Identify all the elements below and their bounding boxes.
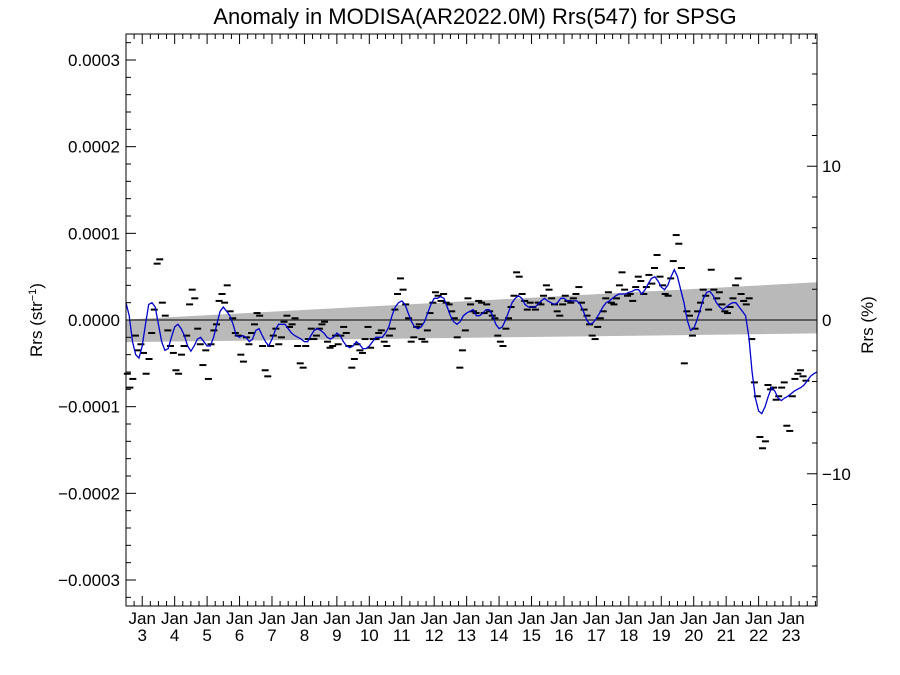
x-tick-year: 12 — [425, 626, 444, 645]
y-tick-label: 0.0001 — [68, 224, 120, 243]
y-tick-label: −0.0002 — [58, 484, 120, 503]
y-axis-right-title: Rrs (%) — [858, 296, 877, 354]
y-tick-label: 0.0003 — [68, 51, 120, 70]
y-tick-label: 0.0002 — [68, 138, 120, 157]
y-axis-left: 0.0003 0.0002 0.0001 0.0000 −0.0001 −0.0002 −0… — [58, 51, 120, 590]
x-tick-year: 4 — [170, 626, 179, 645]
x-tick-month: Jan — [420, 609, 447, 628]
y-tick-label: −0.0003 — [58, 571, 120, 590]
ticks-layer — [125, 34, 817, 606]
x-tick-year: 18 — [619, 626, 638, 645]
y2-tick-label: 10 — [822, 157, 841, 176]
x-tick-month: Jan — [550, 609, 577, 628]
x-tick-month: Jan — [453, 609, 480, 628]
x-tick-year: 21 — [717, 626, 736, 645]
x-tick-year: 23 — [782, 626, 801, 645]
x-tick-year: 6 — [235, 626, 244, 645]
y-axis-left-title-sup: −1 — [27, 289, 39, 302]
y-tick-label: −0.0001 — [58, 398, 120, 417]
x-tick-month: Jan — [129, 609, 156, 628]
x-tick-year: 14 — [490, 626, 509, 645]
y-axis-left-title-main: Rrs (str — [27, 301, 46, 357]
x-tick-month: Jan — [388, 609, 415, 628]
x-tick-month: Jan — [680, 609, 707, 628]
chart-title: Anomaly in MODISA(AR2022.0M) Rrs(547) fo… — [213, 4, 736, 29]
x-axis: Jan3Jan4Jan5Jan6Jan7Jan8Jan9Jan10Jan11Ja… — [129, 609, 805, 645]
x-tick-month: Jan — [583, 609, 610, 628]
x-tick-year: 9 — [332, 626, 341, 645]
x-tick-month: Jan — [161, 609, 188, 628]
x-tick-month: Jan — [258, 609, 285, 628]
x-tick-month: Jan — [615, 609, 642, 628]
plot-area — [123, 33, 818, 607]
x-tick-year: 19 — [652, 626, 671, 645]
y2-tick-label: −10 — [822, 465, 851, 484]
monthly-points-layer — [123, 234, 810, 450]
x-tick-month: Jan — [745, 609, 772, 628]
x-tick-month: Jan — [485, 609, 512, 628]
x-tick-year: 13 — [457, 626, 476, 645]
y-tick-label: 0.0000 — [68, 311, 120, 330]
x-tick-year: 15 — [522, 626, 541, 645]
x-tick-year: 8 — [300, 626, 309, 645]
x-tick-month: Jan — [323, 609, 350, 628]
x-tick-year: 16 — [554, 626, 573, 645]
x-tick-year: 20 — [684, 626, 703, 645]
x-tick-year: 10 — [360, 626, 379, 645]
x-tick-year: 17 — [587, 626, 606, 645]
x-tick-month: Jan — [648, 609, 675, 628]
y-axis-left-title: Rrs (str−1) — [27, 283, 46, 357]
x-tick-year: 3 — [137, 626, 146, 645]
x-tick-month: Jan — [291, 609, 318, 628]
x-tick-year: 7 — [267, 626, 276, 645]
x-tick-month: Jan — [356, 609, 383, 628]
x-tick-month: Jan — [518, 609, 545, 628]
y2-tick-label: 0 — [822, 311, 831, 330]
x-tick-month: Jan — [777, 609, 804, 628]
x-tick-year: 11 — [393, 626, 411, 645]
y-axis-left-title-close: ) — [27, 283, 46, 289]
x-tick-year: 22 — [749, 626, 768, 645]
y-axis-right: 10 0 −10 — [822, 157, 851, 484]
x-tick-month: Jan — [226, 609, 253, 628]
x-tick-year: 5 — [202, 626, 211, 645]
x-tick-month: Jan — [712, 609, 739, 628]
smoothed-anomaly-line — [125, 268, 818, 415]
x-tick-month: Jan — [193, 609, 220, 628]
